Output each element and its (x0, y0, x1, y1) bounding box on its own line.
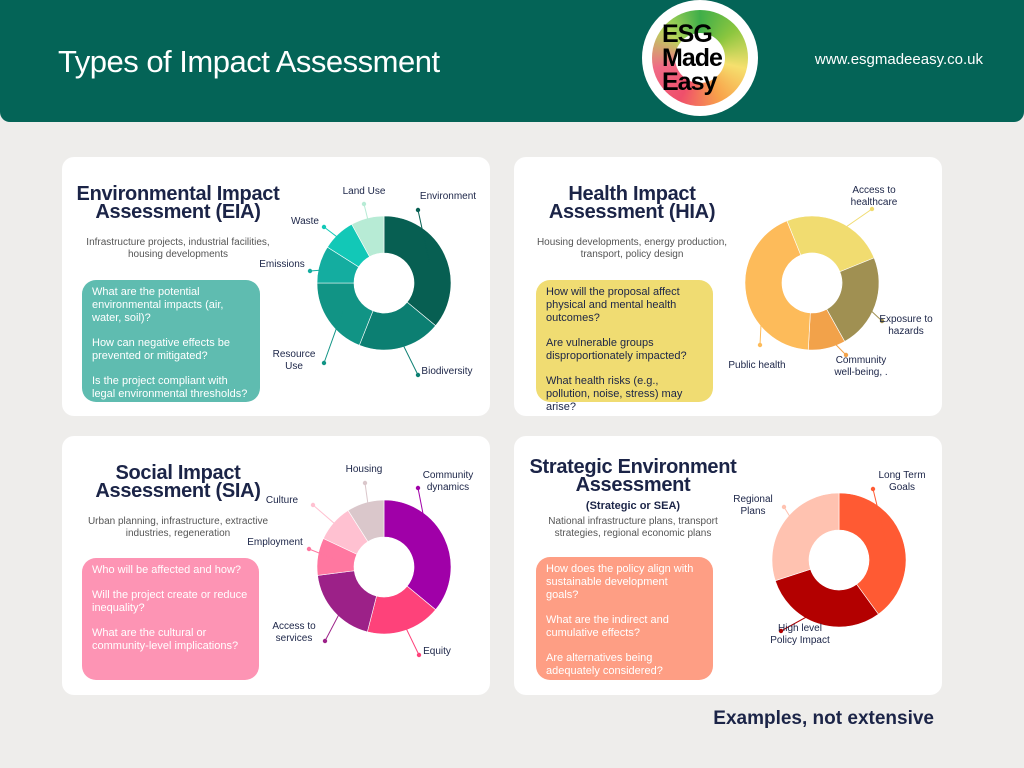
key-questions-box: How does the policy align with sustainab… (536, 557, 713, 680)
key-question: Will the project create or reduce inequa… (92, 589, 248, 614)
key-questions-box: Who will be affected and how? Will the pr… (82, 558, 259, 680)
card-examples: National infrastructure plans, transport… (548, 516, 718, 539)
website-url[interactable]: www.esgmadeeasy.co.uk (814, 51, 983, 68)
key-questions-box: What are the potential environmental imp… (82, 280, 260, 402)
key-questions-box: How will the proposal affect physical an… (536, 280, 713, 413)
key-question: What health risks (e.g., pollution, nois… (546, 375, 683, 413)
segment-label: Community dynamics (422, 470, 474, 493)
card-title-text: Health Impact Assessment (HIA) (548, 183, 716, 223)
card-title: Social Impact Assessment (SIA) (62, 462, 294, 502)
segment-label: Community well-being, . (834, 355, 888, 378)
footer-note: Examples, not extensive (713, 708, 934, 729)
page-title: Types of Impact Assessment (58, 44, 440, 79)
card-examples: Housing developments, energy production,… (536, 237, 728, 260)
segment-label: Land Use (342, 186, 386, 197)
card-title-text: Social Impact Assessment (SIA) (95, 462, 261, 502)
segment-label: Equity (423, 646, 451, 657)
card-title-text: Strategic Environment Assessment (529, 456, 737, 496)
segment-label: Resource Use (272, 349, 316, 372)
key-question: Who will be affected and how? (92, 564, 241, 576)
segment-label: Culture (265, 495, 299, 506)
card-examples: Infrastructure projects, industrial faci… (86, 237, 270, 260)
card-title: Strategic Environment Assessment (514, 456, 752, 496)
segment-label: Long Term Goals (878, 470, 926, 493)
segment-label: Exposure to hazards (879, 314, 933, 337)
key-question: What are the cultural or community-level… (92, 627, 239, 652)
card-examples: Urban planning, infrastructure, extracti… (87, 516, 269, 539)
key-question: Are alternatives being adequately consid… (546, 652, 663, 677)
segment-label: Access to services (272, 621, 316, 644)
key-question: Are vulnerable groups disproportionately… (546, 337, 687, 362)
key-question: What are the indirect and cumulative eff… (546, 614, 669, 639)
key-question: Is the project compliant with legal envi… (92, 375, 248, 400)
segment-label: High level Policy Impact (770, 623, 830, 646)
key-question: How does the policy align with sustainab… (546, 563, 694, 601)
segment-label: Regional Plans (733, 494, 773, 517)
segment-label: Waste (291, 216, 319, 227)
card-title: Health Impact Assessment (HIA) (514, 183, 750, 223)
segment-label: Biodiversity (421, 366, 473, 377)
segment-label: Access to healthcare (850, 185, 898, 208)
esg-made-easy-logo: ESG Made Easy (642, 0, 758, 116)
key-question: How will the proposal affect physical an… (546, 286, 680, 324)
segment-label: Housing (345, 464, 383, 475)
segment-label: Public health (728, 360, 786, 371)
key-question: What are the potential environmental imp… (92, 286, 224, 324)
segment-label: Environment (419, 191, 477, 202)
segment-label: Employment (247, 537, 303, 548)
header-banner: Types of Impact Assessment ESG Made Easy w… (0, 0, 1024, 122)
logo-text: ESG Made Easy (662, 20, 723, 96)
card-title: Environmental Impact Assessment (EIA) (62, 183, 294, 223)
key-question: How can negative effects be prevented or… (92, 337, 230, 362)
card-title-text: Environmental Impact Assessment (EIA) (76, 183, 280, 223)
segment-label: Emissions (259, 259, 305, 270)
card-note: (Strategic or SEA) (585, 500, 681, 512)
logo-ring-icon (652, 10, 748, 106)
